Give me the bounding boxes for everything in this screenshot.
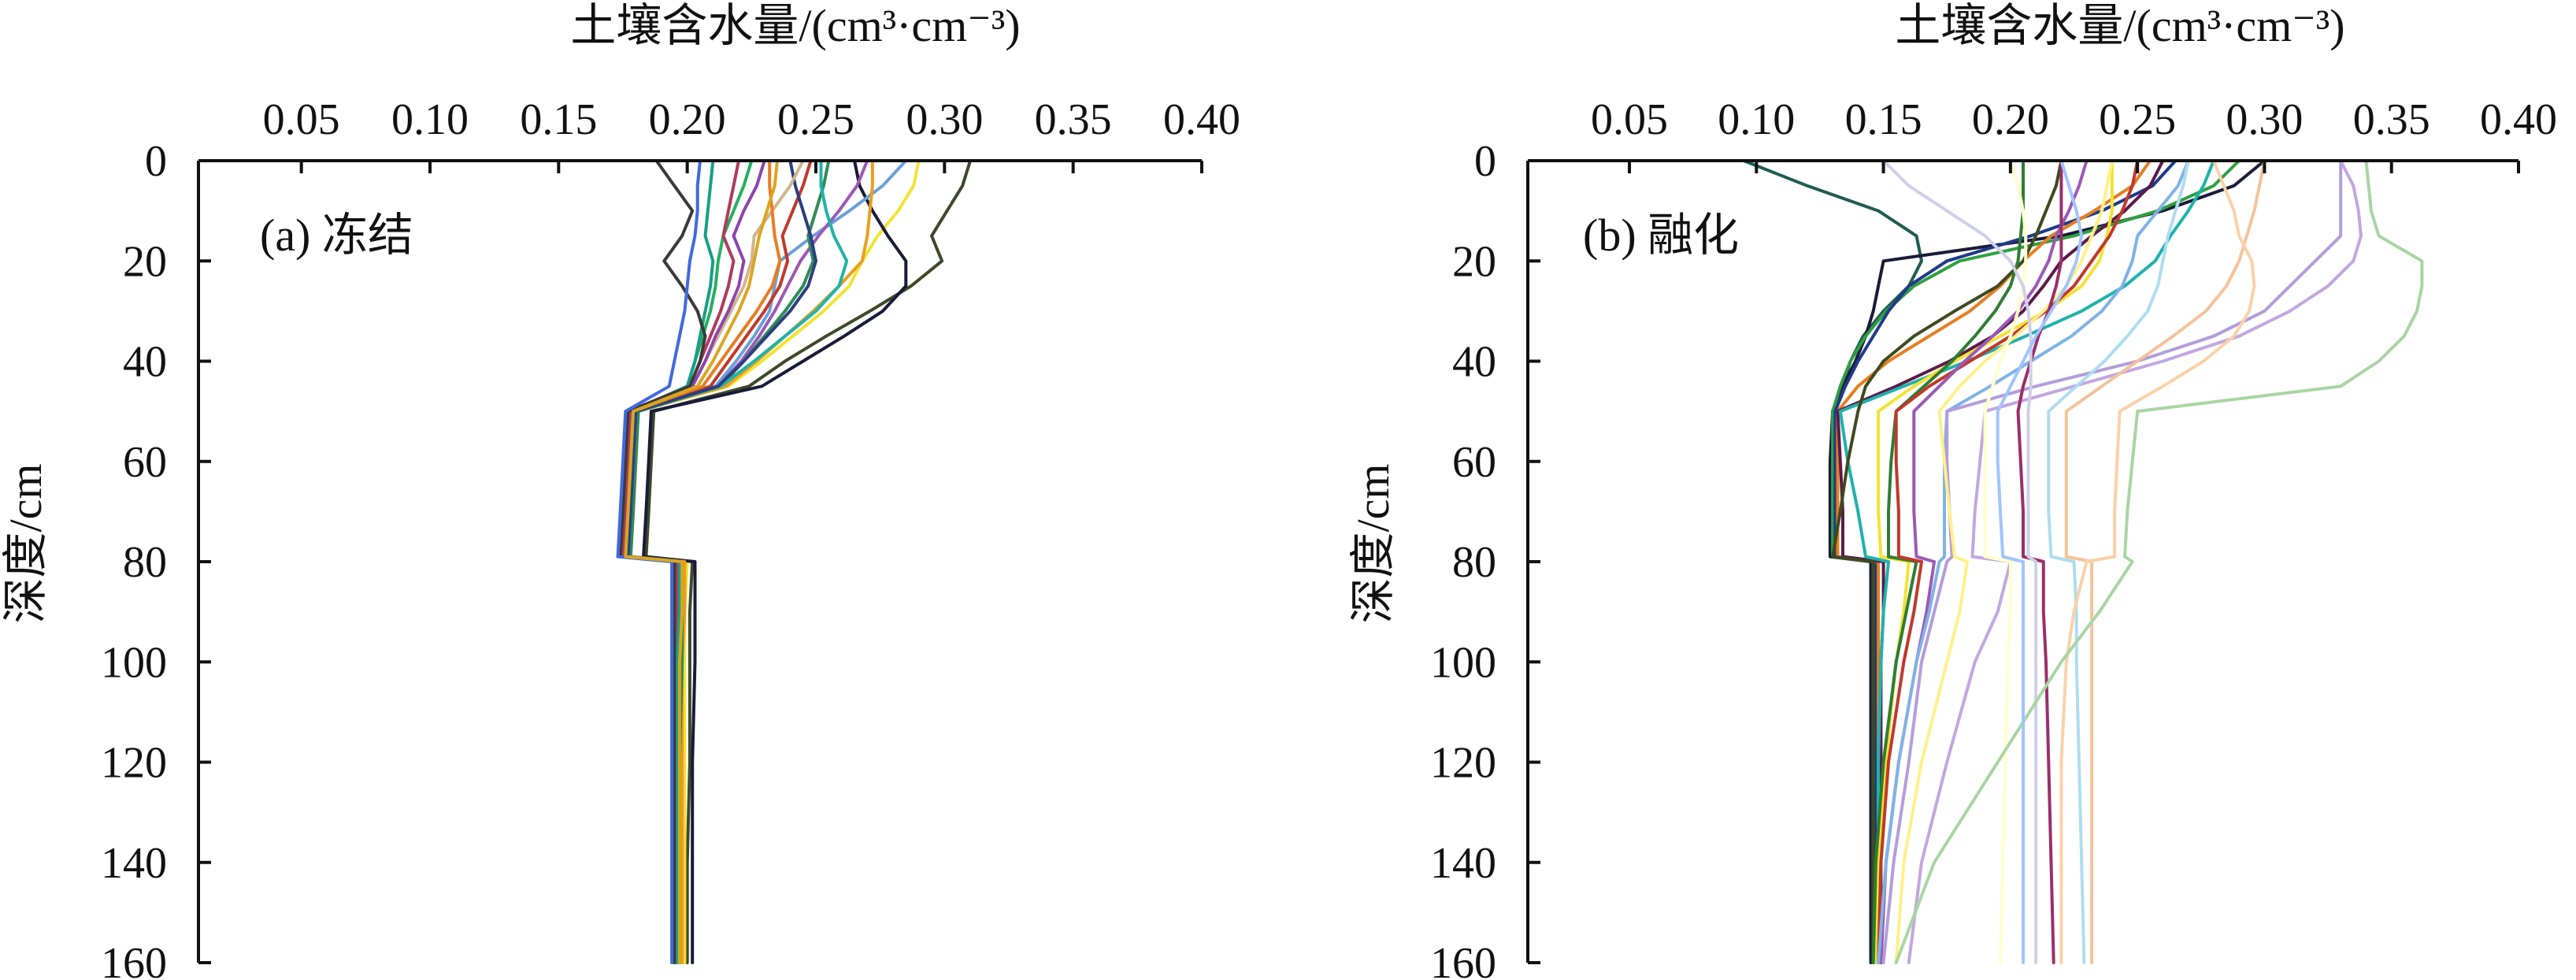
panel-b-y-tick-label: 120 [1430,739,1496,788]
panel-b-series-line-23 [1894,159,2424,964]
panel-a-y-tick-label: 20 [123,237,167,286]
panel-b-series-line-17 [1983,159,2028,964]
panel-b-y-tick-label: 20 [1452,237,1496,286]
panel-b-x-tick-label: 0.05 [1591,95,1668,144]
panel-b-y-tick-label: 60 [1452,438,1496,487]
panel-b-series-line-20 [2064,159,2267,964]
panel-b-x-tick-label: 0.40 [2480,95,2557,144]
panel-a-x-tick-label: 0.15 [520,95,597,144]
panel-b-x-tick-label: 0.20 [1972,95,2049,144]
panel-a-series-line-19 [624,159,779,964]
panel-b-series-line-13 [1877,159,2190,964]
panel-b-y-tick-label: 40 [1452,338,1496,387]
panel-a-x-axis-title: 土壤含水量/(cm³·cm⁻³) [570,0,1020,51]
panel-a-series-line-18 [616,159,702,964]
panel-a-freeze: 土壤含水量/(cm³·cm⁻³) 深度/cm (a) 冻结 0.05 0.10 0.… [0,0,1240,980]
panel-b-y-tick-label: 0 [1474,137,1496,186]
panel-b-series-line-11 [1877,159,2140,964]
panel-a-y-tick-label: 0 [145,137,167,186]
panel-a-y-tick-label: 40 [123,338,167,387]
panel-b-x-tick-label: 0.25 [2099,95,2176,144]
panel-b-series-line-8 [1831,159,2063,964]
panel-b-series-line-4 [1833,159,2178,964]
panel-a-series-group [616,159,972,964]
panel-a-y-tick-label: 80 [123,538,167,587]
panel-a-x-tick-label: 0.30 [906,95,983,144]
panel-b-y-tick-label: 160 [1430,939,1496,980]
panel-b-y-tick-label: 80 [1452,538,1496,587]
panel-a-y-tick-label: 120 [101,739,167,788]
panel-b-series-line-15 [1894,159,2114,964]
panel-a-x-tick-label: 0.05 [263,95,340,144]
panel-a-y-axis-title: 深度/cm [0,464,51,624]
panel-b-x-tick-label: 0.35 [2353,95,2430,144]
panel-b-series-group [1742,159,2424,964]
panel-b-series-line-18 [2016,159,2063,964]
panel-b-x-tick-label: 0.30 [2226,95,2303,144]
panel-a-x-tick-label: 0.20 [649,95,726,144]
panel-a-series-line-17 [618,159,707,964]
panel-b-x-axis-title: 土壤含水量/(cm³·cm⁻³) [1895,0,2344,51]
panel-a-y-tick-label: 160 [101,939,167,980]
panel-b-x-tick-label: 0.10 [1718,95,1795,144]
panel-a-series-line-12 [624,159,782,964]
panel-a-y-tick-label: 100 [101,638,167,687]
panel-a-y-tick-label: 60 [123,438,167,487]
panel-b-series-line-21 [2047,159,2190,964]
panel-b-y-tick-label: 140 [1430,839,1496,888]
panel-b-series-line-19 [1881,159,2038,964]
panel-a-y-tick-label: 140 [101,839,167,888]
panel-b-thaw: 土壤含水量/(cm³·cm⁻³) 深度/cm (b) 融化 0.05 0.10 0.… [1347,0,2557,980]
panel-a-series-line-3 [642,159,908,964]
panel-b-series-line-1 [1742,159,1923,964]
panel-a-series-line-9 [624,159,813,964]
panel-b-series-line-5 [1836,159,2152,964]
panel-b-label: (b) 融化 [1583,210,1739,261]
panel-a-x-tick-label: 0.10 [391,95,469,144]
panel-b-series-line-24 [1996,159,2084,964]
panel-b-y-axis-title: 深度/cm [1347,464,1399,624]
panel-a-x-tick-label: 0.40 [1163,95,1240,144]
panel-a-x-tick-label: 0.35 [1035,95,1112,144]
panel-a-x-tick-label: 0.25 [777,95,854,144]
panel-b-series-line-14 [1881,159,2343,964]
panel-b-y-tick-label: 100 [1430,638,1496,687]
panel-b-x-tick-label: 0.15 [1845,95,1922,144]
panel-a-label: (a) 冻结 [260,210,413,261]
